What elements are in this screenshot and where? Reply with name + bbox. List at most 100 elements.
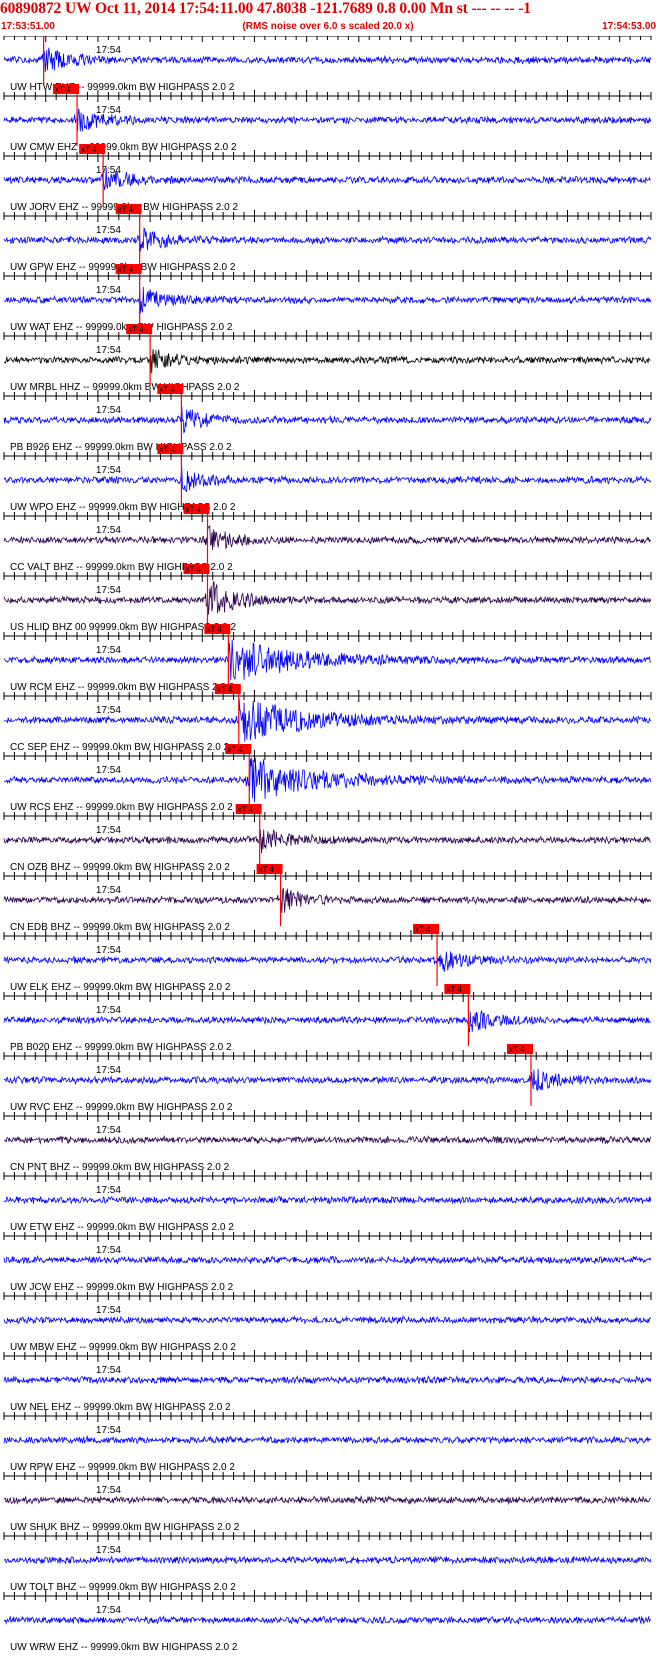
station-trace-22: 17:54 UW MBW EHZ -- 99999.0km BW HIGHPASS… [3,1290,652,1353]
pick-label: xT 4 [238,805,254,814]
minute-tick-label: 17:54 [96,1485,121,1496]
minute-tick-label: 17:54 [96,1005,121,1016]
station-label: UW RCM EHZ -- 99999.0km BW HIGHPASS 2.0 … [10,682,235,693]
waveform [3,227,652,252]
station-label: UW JCW EHZ -- 99999.0km BW HIGHPASS 2.0 … [10,1282,234,1293]
waveform [3,1010,652,1033]
station-trace-26: 17:54 UW TOLT BHZ -- 99999.0km BW HIGHPAS… [3,1530,652,1593]
waveform [3,639,652,680]
pick-box [225,744,252,754]
pick-box [183,504,210,514]
station-trace-27: 17:54 UW WRW EHZ -- 99999.0km BW HIGHPASS… [3,1590,652,1653]
station-trace-24: 17:54 UW RPW EHZ -- 99999.0km BW HIGHPASS… [3,1410,652,1473]
end-time: 17:54:53.00 [602,21,656,32]
pick-label: xT 4 [159,385,175,394]
station-label: CC VALT BHZ -- 99999.0km BW HIGHPASS 2.0… [10,562,233,573]
pick-box [79,144,106,154]
station-label: UW MRBL HHZ -- 99999.0km BW HIGHPASS 2.0… [10,382,240,393]
station-trace-6: 17:54 UW MRBL HHZ -- 99999.0km BW HIGHPAS… [3,324,652,393]
waveform [3,757,652,803]
pick-box [157,444,184,454]
station-label: CC SEP EHZ -- 99999.0km BW HIGHPASS 2.0 … [10,742,230,753]
station-label: UW ELK EHZ -- 99999.0km BW HIGHPASS 2.0 … [10,982,231,993]
station-label: CN OZB BHZ -- 99999.0km BW HIGHPASS 2.0 … [10,862,230,873]
station-trace-20: 17:54 UW ETW EHZ -- 99999.0km BW HIGHPASS… [3,1170,652,1233]
station-label: CN EDB BHZ -- 99999.0km BW HIGHPASS 2.0 … [10,922,230,933]
station-trace-13: 17:54 UW RCS EHZ -- 99999.0km BW HIGHPASS… [3,744,652,813]
station-trace-14: 17:54 CN OZB BHZ -- 99999.0km BW HIGHPASS… [3,804,652,873]
station-trace-1: 17:54 UW HTW EHZ -- 99999.0km BW HIGHPASS… [3,36,652,93]
waveform [3,1254,652,1265]
waveform [3,1555,652,1565]
minute-tick-label: 17:54 [96,1425,121,1436]
station-label: UW RCS EHZ -- 99999.0km BW HIGHPASS 2.0 … [10,802,233,813]
minute-tick-label: 17:54 [96,1605,121,1616]
minute-tick-label: 17:54 [96,45,121,56]
minute-tick-label: 17:54 [96,405,121,416]
pick-label: xT 4 [185,565,201,574]
minute-tick-label: 17:54 [96,1065,121,1076]
pick-label: xT 4 [128,325,144,334]
station-trace-25: 17:54 UW SHUK BHZ -- 99999.0km BW HIGHPAS… [3,1470,652,1533]
pick-box [256,864,283,874]
waveform [3,286,652,314]
pick-box [115,204,142,214]
minute-tick-label: 17:54 [96,285,121,296]
waveform [3,466,652,493]
minute-tick-label: 17:54 [96,345,121,356]
minute-tick-label: 17:54 [96,765,121,776]
minute-tick-label: 17:54 [96,885,121,896]
waveform [3,524,652,551]
pick-label: xT 4 [118,265,134,274]
minute-tick-label: 17:54 [96,1245,121,1256]
station-trace-7: 17:54 PB B926 EHZ -- 99999.0km BW HIGHPAS… [3,384,652,453]
station-label: UW ETW EHZ -- 99999.0km BW HIGHPASS 2.0 … [10,1222,234,1233]
pick-label: xT 4 [185,505,201,514]
waveform [3,828,651,854]
station-label: UW CMW EHZ -- 99999.0km BW HIGHPASS 2.0 … [10,142,237,153]
waveform [3,1374,652,1385]
pick-label: xT 4 [509,1045,525,1054]
pick-box [235,804,262,814]
station-trace-11: 17:54 UW RCM EHZ -- 99999.0km BW HIGHPASS… [3,624,652,693]
waveform [3,1495,651,1506]
pick-box [506,1044,533,1054]
waveform [3,1615,652,1625]
minute-tick-label: 17:54 [96,105,121,116]
pick-box [126,324,153,334]
waveform [3,887,652,913]
station-trace-9: 17:54 CC VALT BHZ -- 99999.0km BW HIGHPAS… [3,504,652,573]
station-label: US HLID BHZ 00 99999.0km BW HIGHPASS 2.0… [10,622,236,633]
waveform [3,698,652,742]
pick-label: xT 4 [81,145,97,154]
station-label: UW HTW EHZ -- 99999.0km BW HIGHPASS 2.0 … [10,82,235,93]
pick-box [444,984,471,994]
seismogram-plot: 17:54 UW HTW EHZ -- 99999.0km BW HIGHPASS… [3,36,652,1653]
minute-tick-label: 17:54 [96,465,121,476]
waveform [3,1134,652,1145]
minute-tick-label: 17:54 [96,705,121,716]
station-trace-23: 17:54 UW NEL EHZ -- 99999.0km BW HIGHPASS… [3,1350,652,1413]
waveform [3,167,652,191]
station-trace-15: 17:54 CN EDB BHZ -- 99999.0km BW HIGHPASS… [3,864,652,933]
waveform [3,1068,652,1092]
pick-label: xT 4 [227,745,243,754]
pick-label: xT 4 [446,985,462,994]
waveform [3,406,652,435]
minute-tick-label: 17:54 [96,1125,121,1136]
station-label: UW WRW EHZ -- 99999.0km BW HIGHPASS 2.0 … [10,1642,238,1653]
waveform [3,349,651,374]
waveform [3,1435,652,1445]
station-trace-10: 17:54 US HLID BHZ 00 99999.0km BW HIGHPAS… [3,564,652,633]
station-trace-21: 17:54 UW JCW EHZ -- 99999.0km BW HIGHPASS… [3,1230,652,1293]
station-trace-19: 17:54 CN PNT BHZ -- 99999.0km BW HIGHPASS… [3,1110,652,1173]
station-label: UW SHUK BHZ -- 99999.0km BW HIGHPASS 2.0… [10,1522,240,1533]
minute-tick-label: 17:54 [96,1305,121,1316]
header: 60890872 UW Oct 11, 2014 17:54:11.00 47.… [0,0,656,36]
waveform [3,108,652,132]
event-title: 60890872 UW Oct 11, 2014 17:54:11.00 47.… [0,0,531,17]
start-time: 17:53:51.00 [1,21,55,32]
station-trace-17: 17:54 PB B020 EHZ -- 99999.0km BW HIGHPAS… [3,984,652,1053]
